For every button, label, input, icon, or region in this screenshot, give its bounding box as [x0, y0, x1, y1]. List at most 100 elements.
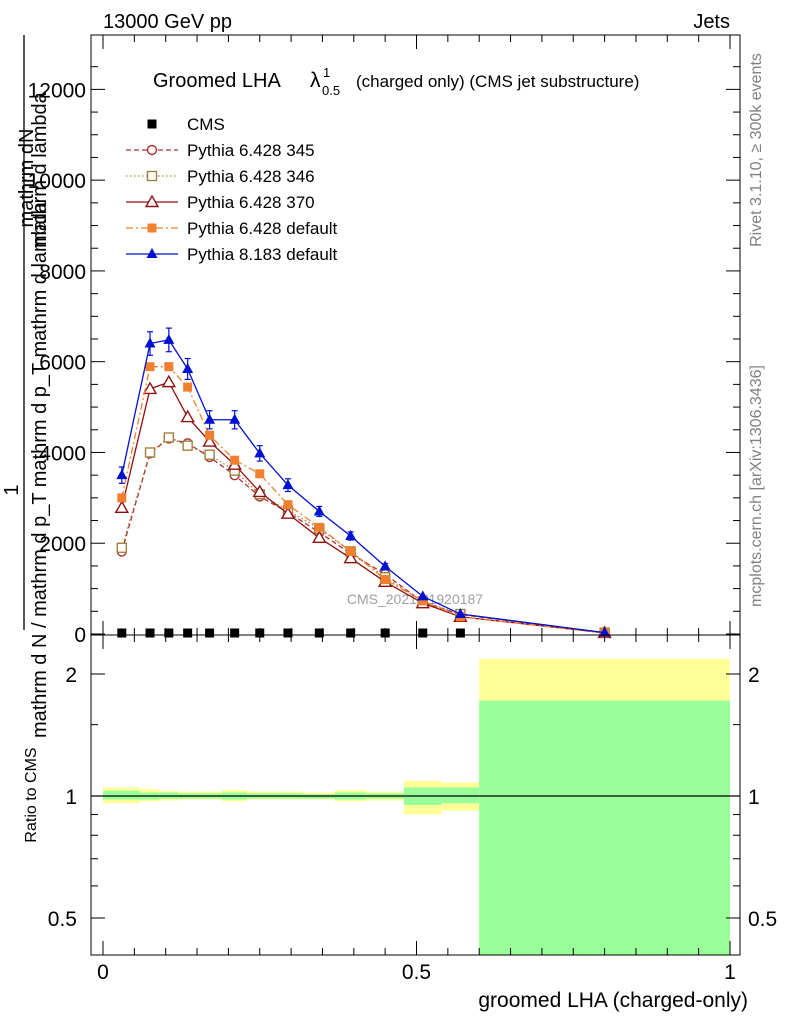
- legend-label: Pythia 6.428 345: [187, 141, 315, 160]
- data-point: [312, 530, 327, 543]
- data-point: [145, 362, 155, 372]
- legend-label: Pythia 8.183 default: [187, 245, 338, 264]
- data-point: [455, 628, 465, 638]
- y-tick-label: 8000: [39, 261, 86, 284]
- data-point: [283, 500, 293, 510]
- ratio-y-tick-label-right: 2: [748, 664, 760, 687]
- data-point: [418, 596, 428, 606]
- data-point: [164, 362, 174, 372]
- data-point: [346, 628, 356, 638]
- data-point: [202, 434, 217, 447]
- data-point: [116, 542, 128, 553]
- data-point: [142, 381, 158, 395]
- plot-title-symbol: λ: [310, 69, 321, 92]
- legend-marker: [146, 248, 158, 258]
- data-point: [180, 409, 195, 423]
- ratio-y-tick-label-right: 0.5: [748, 908, 777, 931]
- data-point: [117, 628, 127, 638]
- process-label: Jets: [693, 11, 730, 33]
- data-point: [254, 447, 266, 458]
- y-label-one: 1: [1, 484, 23, 495]
- series-line: [121, 381, 605, 634]
- plot-title-sub: 0.5: [322, 83, 340, 98]
- data-point: [380, 575, 390, 585]
- ratio-stat-band: [479, 700, 730, 955]
- data-point: [230, 628, 240, 638]
- data-point: [599, 626, 611, 637]
- ratio-y-tick-label: 2: [65, 664, 77, 687]
- legend-marker: [146, 170, 158, 182]
- legend-entry: Pythia 8.183 default: [126, 245, 338, 264]
- data-point: [182, 362, 194, 373]
- data-point: [346, 546, 356, 556]
- data-point: [345, 529, 357, 540]
- legend-entry: CMS: [147, 115, 225, 134]
- main-y-axis: 0 2000 4000 6000 8000 10000 12000: [28, 66, 740, 647]
- data-point: [313, 505, 325, 516]
- y-tick-label: 0: [74, 624, 86, 647]
- data-point: [205, 430, 215, 440]
- energy-label: 13000 GeV pp: [103, 11, 232, 33]
- main-data: [114, 327, 612, 639]
- data-point: [343, 550, 358, 564]
- data-point: [282, 479, 294, 490]
- legend-label: Pythia 6.428 370: [187, 193, 315, 212]
- data-point: [163, 432, 175, 443]
- y-label-numerator: mathrm dN: [16, 129, 38, 228]
- y-tick-label: 6000: [39, 352, 86, 375]
- data-point: [252, 484, 267, 498]
- y-tick-label: 10000: [28, 170, 86, 193]
- legend-entry: Pythia 6.428 370: [126, 193, 315, 212]
- data-point: [314, 522, 324, 532]
- ratio-y-axis: 0.5 0.5 1 1 2 2: [48, 664, 777, 931]
- data-point: [454, 608, 466, 619]
- rivet-label: Rivet 3.1.10, ≥ 300k events: [748, 53, 765, 247]
- ratio-stat-band: [103, 790, 141, 800]
- data-point: [116, 469, 128, 480]
- data-point: [163, 333, 175, 344]
- mcplots-label: mcplots.cern.ch [arXiv:1306.3436]: [748, 365, 765, 607]
- data-point: [114, 500, 130, 514]
- data-point: [164, 628, 174, 638]
- data-point: [229, 413, 241, 424]
- series-line: [121, 366, 605, 634]
- ratio-plot-frame: [90, 634, 741, 956]
- legend-marker: [146, 144, 158, 156]
- data-point: [314, 628, 324, 638]
- legend-entry: Pythia 6.428 346: [126, 167, 315, 186]
- legend-label: Pythia 6.428 default: [187, 219, 338, 238]
- data-point: [230, 455, 240, 465]
- x-tick-label: 0.5: [402, 961, 431, 984]
- data-point: [144, 447, 156, 458]
- data-point: [205, 628, 215, 638]
- data-point: [255, 628, 265, 638]
- legend-label: CMS: [187, 115, 225, 134]
- plot-title: Groomed LHA λ 1 0.5 (charged only) (CMS …: [153, 65, 639, 98]
- data-point: [144, 337, 156, 348]
- plot-title-suffix: (charged only) (CMS jet substructure): [356, 72, 639, 91]
- main-y-label: mathrm dN 1 mathrm d N / mathrm d p_T ma…: [1, 35, 51, 738]
- data-point: [161, 374, 177, 388]
- data-point: [145, 628, 155, 638]
- ratio-bands: [103, 658, 730, 955]
- data-point: [418, 628, 428, 638]
- data-point: [255, 469, 265, 479]
- y-label-denominator: mathrm d N / mathrm d p_T mathrm d p_T m…: [29, 201, 51, 738]
- legend-entry: Pythia 6.428 default: [126, 219, 338, 238]
- ratio-y-tick-label-right: 1: [748, 786, 760, 809]
- data-point: [283, 628, 293, 638]
- plot-title-sup: 1: [323, 65, 330, 80]
- ratio-y-tick-label: 1: [65, 786, 77, 809]
- y-tick-label: 2000: [39, 533, 86, 556]
- legend-marker: [147, 119, 157, 129]
- y-label-lambda: mathrm d lambda: [29, 91, 51, 247]
- series-cms: [117, 628, 465, 638]
- x-tick-label: 0: [97, 961, 109, 984]
- legend-marker: [144, 194, 160, 208]
- ratio-x-axis: 0 0.5 1: [97, 635, 736, 984]
- data-point: [380, 628, 390, 638]
- legend-entry: Pythia 6.428 345: [126, 141, 315, 160]
- series-line: [121, 339, 605, 634]
